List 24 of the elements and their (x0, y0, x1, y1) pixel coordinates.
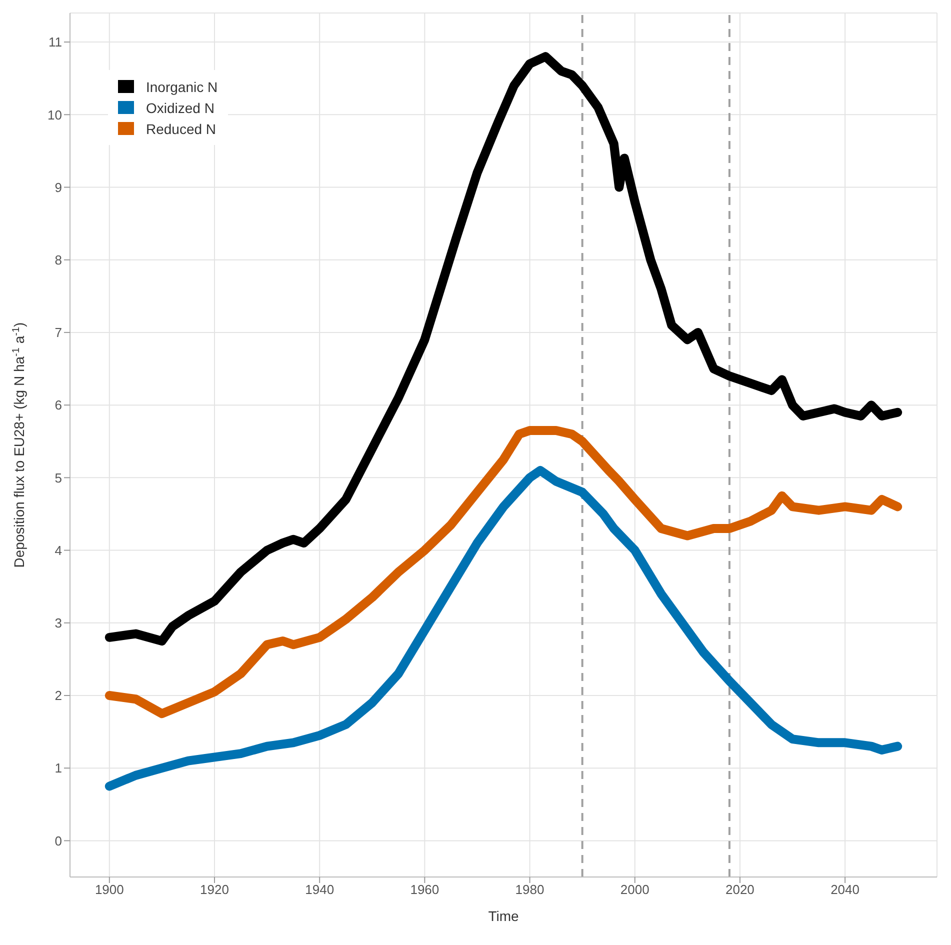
y-tick-label: 5 (54, 470, 62, 486)
y-tick-label: 7 (54, 325, 62, 340)
x-axis-title: Time (488, 908, 520, 924)
x-tick-label: 2000 (620, 882, 650, 898)
y-tick-label: 8 (54, 252, 62, 268)
y-tick-label: 1 (54, 760, 62, 776)
y-tick-label: 0 (54, 833, 62, 848)
legend-label: Inorganic N (146, 78, 218, 94)
x-tick-label: 1960 (410, 882, 440, 898)
x-tick-label: 2040 (830, 882, 860, 898)
x-tick-label: 1980 (515, 882, 544, 898)
legend-label: Reduced N (146, 120, 216, 136)
legend-label: Oxidized N (146, 100, 214, 116)
y-tick-label: 6 (54, 398, 62, 413)
y-tick-label: 10 (48, 107, 62, 122)
x-tick-label: 1920 (200, 882, 229, 898)
x-tick-label: 1940 (305, 882, 334, 898)
y-tick-label: 2 (54, 688, 62, 704)
y-tick-label: 11 (48, 34, 62, 50)
y-tick-label: 3 (54, 615, 62, 630)
x-tick-label: 1900 (94, 882, 124, 898)
x-tick-label: 2020 (725, 882, 754, 898)
y-tick-label: 9 (54, 180, 62, 195)
y-tick-label: 4 (54, 542, 62, 558)
